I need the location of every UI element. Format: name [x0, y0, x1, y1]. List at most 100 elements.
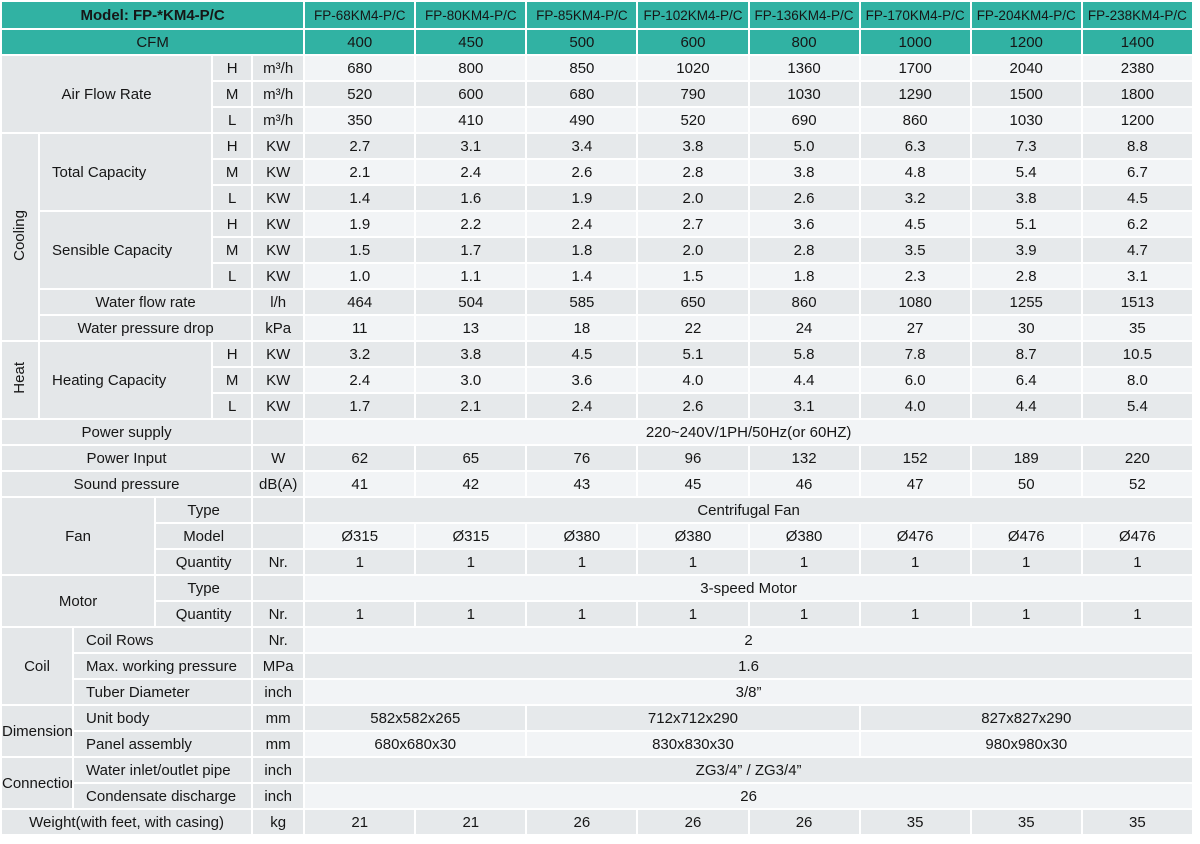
data-cell: 52	[1082, 472, 1192, 496]
condensate-label-cell: Condensate discharge	[74, 784, 252, 808]
data-cell: 2.7	[305, 134, 415, 158]
table-row: Condensate discharge inch 26	[2, 784, 1192, 808]
data-cell: Ø315	[416, 524, 526, 548]
motor-quantity-label-cell: Quantity	[156, 602, 252, 626]
power-supply-value-cell: 220~240V/1PH/50Hz(or 60HZ)	[305, 420, 1192, 444]
data-cell: 1.5	[305, 238, 415, 262]
table-row: Tuber Diameter inch 3/8”	[2, 680, 1192, 704]
unit-cell: Nr.	[253, 550, 304, 574]
data-cell: 3.8	[749, 160, 859, 184]
cooling-section-label: Cooling	[10, 209, 28, 261]
data-cell: 2.6	[749, 186, 859, 210]
data-cell: 1	[1082, 602, 1192, 626]
data-cell: 27	[860, 316, 970, 340]
data-cell: 22	[638, 316, 748, 340]
unit-cell: KW	[253, 134, 304, 158]
data-cell: 520	[638, 108, 748, 132]
dimensions-label-cell: Dimensions	[2, 706, 73, 756]
unit-cell: KW	[253, 368, 304, 392]
data-cell: 45	[638, 472, 748, 496]
data-cell: 4.4	[749, 368, 859, 392]
fan-model-label-cell: Model	[156, 524, 252, 548]
table-row: Motor Type 3-speed Motor	[2, 576, 1192, 626]
unit-cell	[253, 524, 304, 548]
unit-cell: Nr.	[253, 602, 304, 626]
cfm-value-cell: 500	[527, 30, 637, 54]
model-header-cell: FP-204KM4-P/C	[971, 2, 1081, 28]
speed-cell: M	[213, 160, 252, 184]
model-title-cell: Model: FP-*KM4-P/C	[2, 2, 304, 28]
heat-section-cell: Heat	[2, 342, 39, 418]
data-cell: 2.6	[638, 394, 748, 418]
data-cell: 790	[638, 82, 748, 106]
unit-cell: l/h	[253, 290, 304, 314]
data-cell: 21	[305, 810, 415, 834]
data-cell: 6.2	[1082, 212, 1192, 236]
table-row: M KW 2.4 3.0 3.6 4.0 4.4 6.0 6.4 8.0	[2, 368, 1192, 392]
data-cell: 46	[749, 472, 859, 496]
data-cell: 1800	[1082, 82, 1192, 106]
unit-cell: m³/h	[253, 108, 304, 132]
tube-diameter-value-cell: 3/8”	[305, 680, 1192, 704]
heating-capacity-label-cell: Heating Capacity	[40, 342, 212, 418]
model-header-cell: FP-80KM4-P/C	[416, 2, 526, 28]
data-cell: 26	[638, 810, 748, 834]
max-pressure-label-cell: Max. working pressure	[74, 654, 252, 678]
data-cell: 62	[305, 446, 415, 470]
header-cfm-row: CFM 400 450 500 600 800 1000 1200 1400	[2, 30, 1192, 54]
unit-cell	[253, 420, 304, 444]
table-row: Air Flow Rate H m³/h 680 800 850 1020 1360 17…	[2, 56, 1192, 132]
data-cell: 2.2	[416, 212, 526, 236]
motor-type-label-cell: Type	[156, 576, 252, 600]
data-cell: 690	[749, 108, 859, 132]
data-cell: 1030	[749, 82, 859, 106]
data-cell: 1200	[1082, 108, 1192, 132]
data-cell: 5.0	[749, 134, 859, 158]
fan-quantity-label-cell: Quantity	[156, 550, 252, 574]
unit-cell	[253, 498, 304, 522]
unit-cell: kg	[253, 810, 304, 834]
unit-cell: KW	[253, 394, 304, 418]
panel-assembly-value-cell: 680x680x30	[305, 732, 526, 756]
speed-cell: L	[213, 108, 252, 132]
data-cell: 2.4	[305, 368, 415, 392]
data-cell: 8.8	[1082, 134, 1192, 158]
max-pressure-value-cell: 1.6	[305, 654, 1192, 678]
data-cell: 2.8	[638, 160, 748, 184]
unit-cell: mm	[253, 732, 304, 756]
table-row: Model Ø315 Ø315 Ø380 Ø380 Ø380 Ø476 Ø476 Ø476	[2, 524, 1192, 548]
data-cell: 1500	[971, 82, 1081, 106]
unit-cell: KW	[253, 342, 304, 366]
data-cell: 1	[527, 550, 637, 574]
data-cell: 2.4	[416, 160, 526, 184]
data-cell: 1.4	[305, 186, 415, 210]
speed-cell: M	[213, 82, 252, 106]
speed-cell: M	[213, 368, 252, 392]
water-pressure-drop-label-cell: Water pressure drop	[40, 316, 252, 340]
unit-body-value-cell: 827x827x290	[860, 706, 1192, 730]
data-cell: 1	[971, 550, 1081, 574]
data-cell: 1255	[971, 290, 1081, 314]
table-row: M m³/h 520 600 680 790 1030 1290 1500 1800	[2, 82, 1192, 106]
unit-cell: inch	[253, 680, 304, 704]
cfm-label-cell: CFM	[2, 30, 304, 54]
unit-cell: W	[253, 446, 304, 470]
data-cell: 2.8	[971, 264, 1081, 288]
data-cell: 4.7	[1082, 238, 1192, 262]
data-cell: 3.1	[749, 394, 859, 418]
model-header-cell: FP-102KM4-P/C	[638, 2, 748, 28]
data-cell: Ø380	[527, 524, 637, 548]
data-cell: 1	[638, 602, 748, 626]
table-row: Coil Coil Rows Nr. 2	[2, 628, 1192, 704]
data-cell: 1020	[638, 56, 748, 80]
data-cell: 680	[305, 56, 415, 80]
data-cell: 1	[416, 550, 526, 574]
airflow-label-cell: Air Flow Rate	[2, 56, 212, 132]
data-cell: 2.0	[638, 238, 748, 262]
unit-cell: m³/h	[253, 82, 304, 106]
sound-pressure-label-cell: Sound pressure	[2, 472, 252, 496]
unit-cell: KW	[253, 238, 304, 262]
cfm-value-cell: 600	[638, 30, 748, 54]
data-cell: 1.0	[305, 264, 415, 288]
